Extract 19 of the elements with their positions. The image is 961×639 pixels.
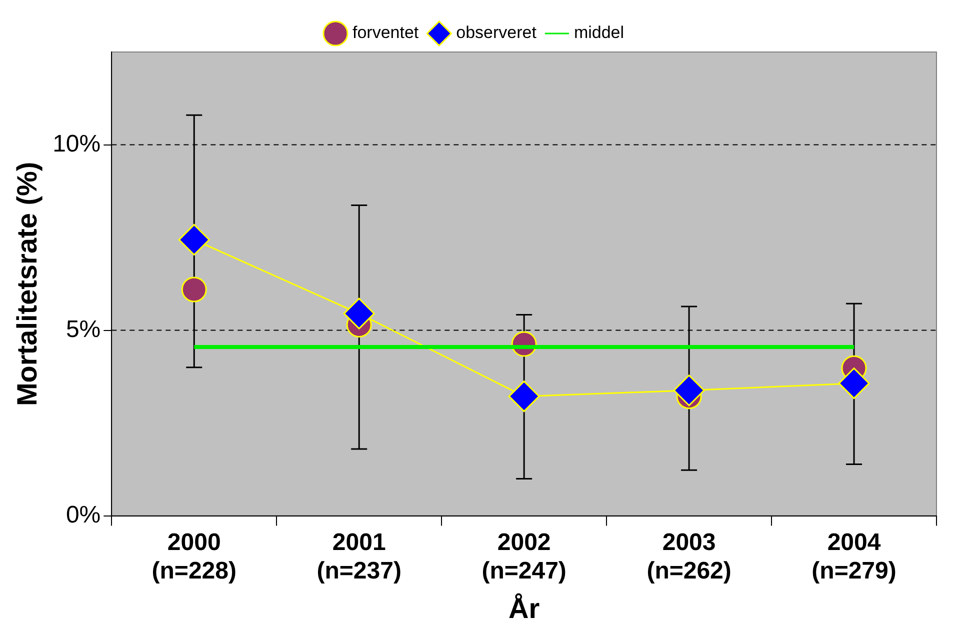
point bbox=[838, 368, 870, 400]
point bbox=[343, 298, 375, 330]
x-tick-label: 2004 (n=279) bbox=[812, 528, 896, 585]
x-tick-label: 2000 (n=228) bbox=[152, 528, 236, 585]
y-tick-label: 0% bbox=[66, 501, 101, 528]
legend-label: middel bbox=[574, 23, 624, 42]
y-tick-label: 10% bbox=[52, 130, 101, 158]
x-tick-label: 2003 (n=262) bbox=[646, 528, 732, 585]
legend-label: forventet bbox=[352, 23, 419, 42]
x-tick-label: 2002 (n=247) bbox=[482, 528, 566, 585]
point bbox=[181, 276, 207, 302]
point bbox=[508, 380, 540, 412]
legend-label: observeret bbox=[456, 23, 537, 42]
y-tick-label: 5% bbox=[66, 316, 101, 343]
point bbox=[178, 224, 210, 256]
y-axis-title: Mortalitetsrate (%) bbox=[12, 162, 43, 406]
point bbox=[673, 374, 705, 406]
x-axis-title: År bbox=[508, 592, 540, 624]
x-tick-label: 2001 (n=237) bbox=[316, 528, 402, 585]
